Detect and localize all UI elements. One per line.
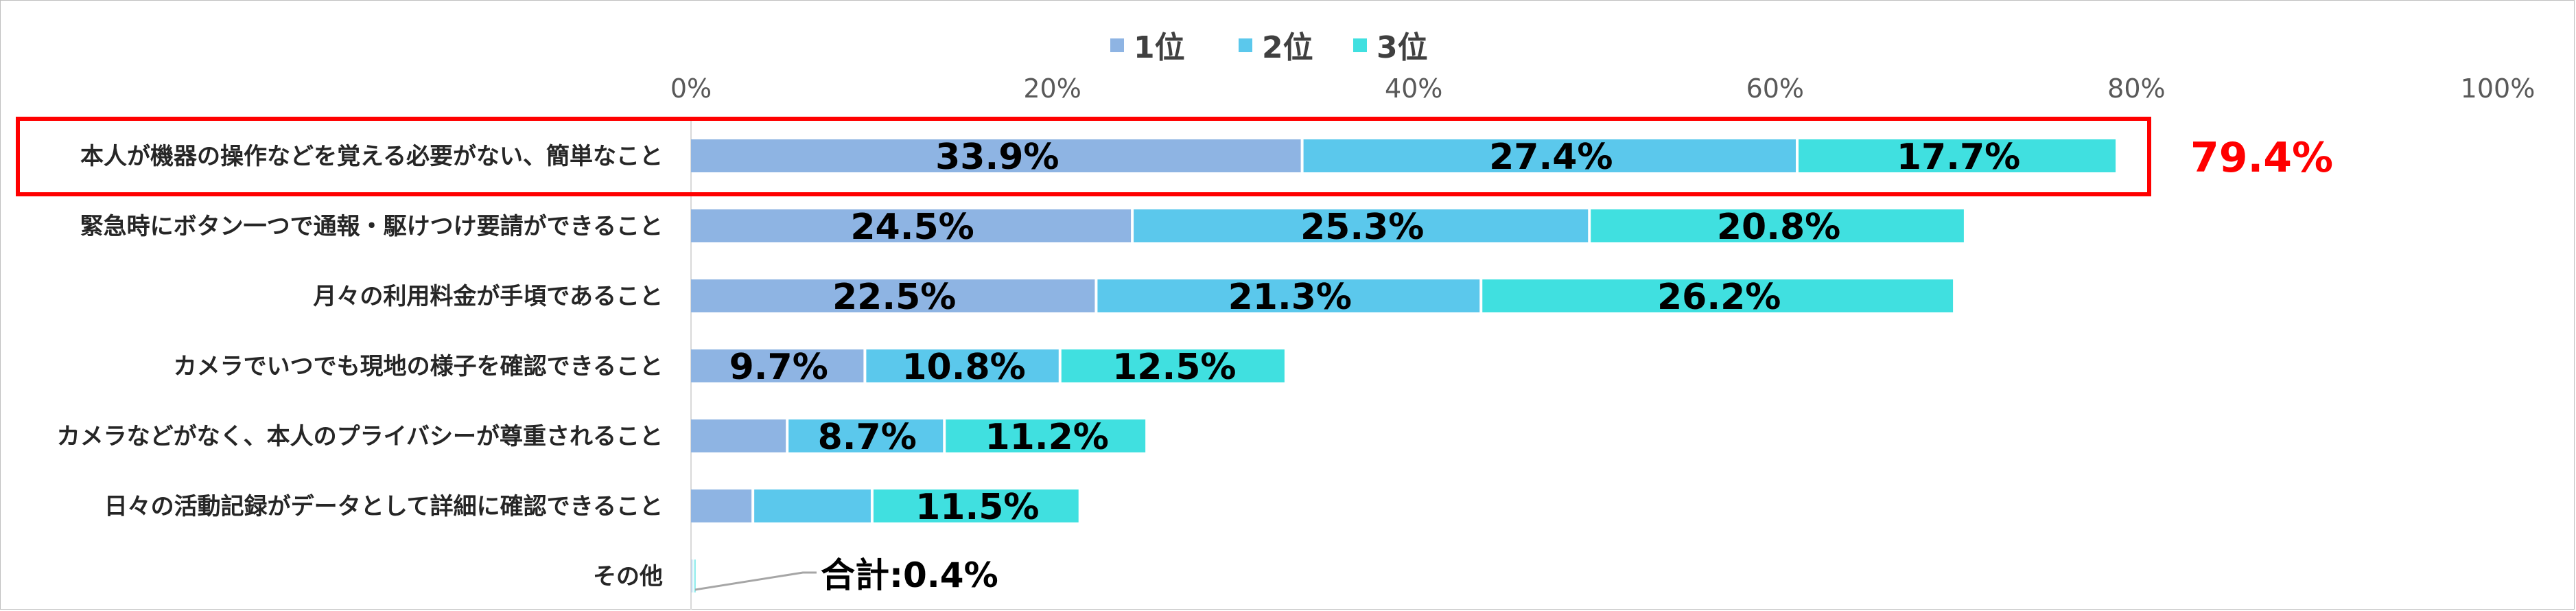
data-label: 26.2%: [1657, 277, 1781, 318]
legend: 1位 2位 3位: [1110, 30, 1428, 65]
annotation-label: 合計:0.4%: [821, 555, 998, 595]
category-label: 緊急時にボタン一つで通報・駆けつけ要請ができること: [80, 213, 663, 240]
bar-2-row-2: [1134, 209, 1589, 242]
legend-label-1: 1位: [1134, 30, 1185, 65]
category-label: 月々の利用料金が手頃であること: [313, 283, 663, 310]
value-labels: 33.9% 27.4% 17.7% 24.5% 25.3% 20.8% 22.5% 21.3%…: [729, 137, 2021, 528]
bar-3-row-7: [694, 560, 696, 592]
category-labels: 本人が機器の操作などを覚える必要がない、簡単なこと緊急時にボタン一つで通報・駆け…: [57, 143, 663, 590]
highlight-box: [16, 117, 2151, 196]
data-label: 20.8%: [1717, 207, 1840, 248]
bar-1-row-5: [691, 419, 786, 452]
x-tick-label: 0%: [670, 73, 712, 104]
data-label: 21.3%: [1228, 277, 1352, 318]
data-label: 17.7%: [1897, 137, 2020, 178]
category-label: 本人が機器の操作などを覚える必要がない、簡単なこと: [80, 143, 663, 170]
legend-label-2: 2位: [1262, 30, 1313, 65]
bar-1-row-3: [691, 279, 1095, 312]
bar-2-row-7: [692, 560, 694, 592]
bars: [691, 139, 2116, 592]
legend-swatch-3: [1353, 38, 1367, 52]
bar-2-row-6: [754, 489, 871, 522]
bar-2-row-5: [788, 419, 944, 452]
category-label: カメラでいつでも現地の様子を確認できること: [174, 353, 663, 380]
data-label: 33.9%: [935, 137, 1059, 178]
legend-swatch-2: [1239, 38, 1252, 52]
data-label: 22.5%: [832, 277, 956, 318]
bar-3-row-5: [946, 419, 1146, 452]
legend-label-3: 3位: [1377, 30, 1428, 65]
bar-3-row-2: [1591, 209, 1964, 242]
category-label: 日々の活動記録がデータとして詳細に確認できること: [104, 493, 663, 520]
x-tick-label: 60%: [1746, 73, 1804, 104]
data-label: 24.5%: [850, 207, 974, 248]
bar-1-row-6: [691, 489, 752, 522]
bar-1-row-1: [691, 139, 1301, 172]
bar-3-row-1: [1799, 139, 2116, 172]
bar-3-row-6: [873, 489, 1079, 522]
category-label: カメラなどがなく、本人のプライバシーが尊重されること: [57, 423, 663, 450]
bar-3-row-3: [1482, 279, 1954, 312]
x-axis: 0% 20% 40% 60% 80% 100%: [670, 73, 2535, 610]
data-label: 9.7%: [729, 347, 828, 388]
x-tick-label: 100%: [2461, 73, 2536, 104]
category-label: その他: [593, 563, 663, 590]
x-tick-label: 80%: [2107, 73, 2165, 104]
bar-2-row-1: [1303, 139, 1796, 172]
annotation-leader-line: [694, 571, 817, 591]
bar-3-row-4: [1061, 349, 1285, 382]
data-label: 11.5%: [915, 487, 1039, 528]
data-label: 8.7%: [818, 417, 917, 458]
bar-1-row-7: [691, 560, 692, 592]
data-label: 25.3%: [1300, 207, 1424, 248]
bar-1-row-2: [691, 209, 1132, 242]
annotations: 79.4% 合計:0.4%: [16, 117, 2333, 595]
x-tick-label: 20%: [1023, 73, 1081, 104]
data-label: 10.8%: [902, 347, 1025, 388]
data-label: 12.5%: [1112, 347, 1236, 388]
x-tick-label: 40%: [1385, 73, 1442, 104]
bar-2-row-3: [1097, 279, 1480, 312]
total-label: 79.4%: [2190, 134, 2333, 182]
bar-1-row-4: [691, 349, 864, 382]
legend-swatch-1: [1110, 38, 1124, 52]
bar-2-row-4: [866, 349, 1059, 382]
data-label: 11.2%: [985, 417, 1108, 458]
data-label: 27.4%: [1489, 137, 1613, 178]
